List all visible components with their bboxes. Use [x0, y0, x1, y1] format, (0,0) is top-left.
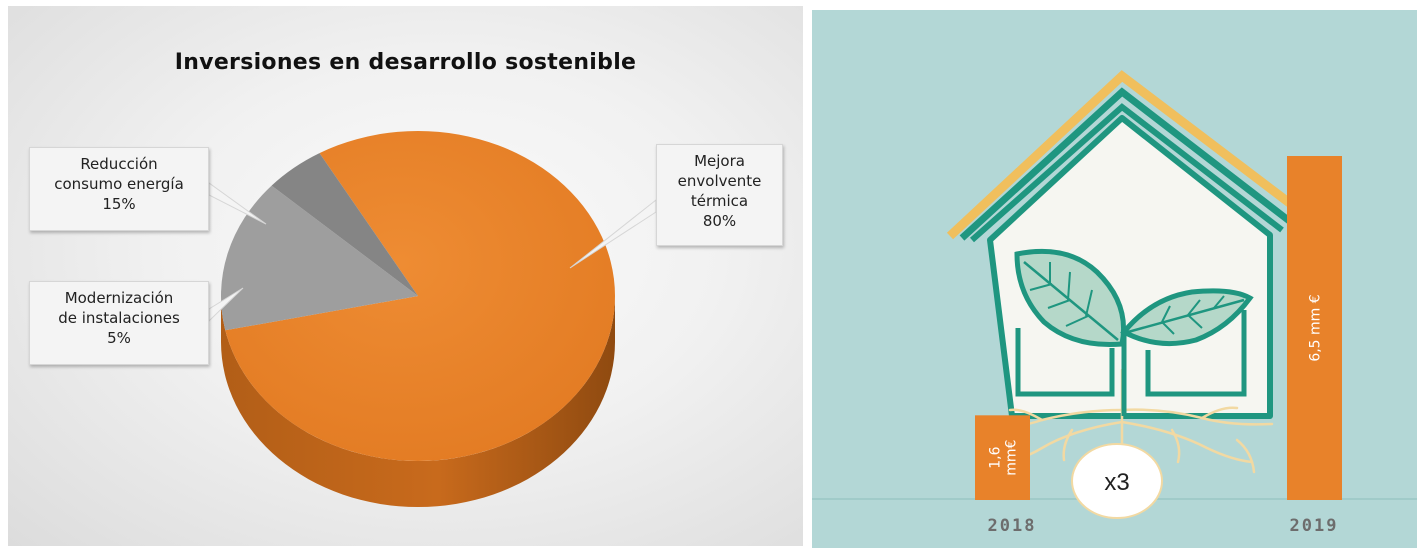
plant-box-right-icon — [1145, 310, 1247, 397]
pie-slice-modernizacion — [271, 153, 418, 296]
slice-label-line: Reducción — [80, 155, 158, 173]
investment-infographic-panel: 1,6mm€ 6,5 mm € x3 2018 2019 — [812, 10, 1417, 548]
bar-2019 — [1287, 156, 1342, 500]
x-tick-label-2019: 2019 — [1290, 516, 1339, 536]
pie-rim — [221, 296, 615, 507]
pie-slice-mejora-envolvente — [225, 130, 615, 461]
slice-percent: 5% — [107, 329, 131, 347]
bar-2018 — [975, 415, 1030, 500]
slice-label-modernizacion: Modernización de instalaciones 5% — [29, 281, 209, 365]
pie-chart-panel: Inversiones en desarrollo sostenible Mej… — [8, 6, 803, 546]
right-leaf-icon — [1120, 288, 1254, 347]
multiplier-badge: x3 — [1071, 443, 1163, 519]
slice-label-line: Modernización — [64, 289, 174, 307]
slice-label-line: consumo energía — [54, 175, 184, 193]
multiplier-text: x3 — [1104, 469, 1129, 496]
slice-label-line: envolvente — [677, 172, 762, 190]
slice-label-line: térmica — [690, 192, 749, 210]
bar-value-label-2019: 6,5 mm € — [1308, 294, 1324, 361]
house-roof-green-inner-icon — [970, 103, 1284, 243]
callout-pointer — [208, 287, 244, 323]
slice-label-mejora-envolvente: Mejora envolvente térmica 80% — [656, 144, 783, 246]
slice-label-line: Mejora — [694, 152, 745, 170]
slice-label-reduccion-consumo: Reducción consumo energía 15% — [29, 147, 209, 231]
house-roof-yellow-icon — [946, 70, 1307, 240]
slice-percent: 80% — [702, 212, 737, 230]
pie-chart — [208, 130, 657, 507]
x-tick-label-2018: 2018 — [988, 516, 1037, 536]
slice-label-line: de instalaciones — [58, 309, 180, 327]
house-roof-green-icon — [959, 87, 1295, 241]
chart-title: Inversiones en desarrollo sostenible — [174, 50, 637, 75]
pie-slice-reduccion-consumo — [220, 185, 418, 331]
investment-infographic: 1,6mm€ 6,5 mm € x3 2018 2019 — [812, 70, 1417, 536]
house-walls-icon — [987, 115, 1273, 419]
bar-value-label-2018: 1,6mm€ — [988, 440, 1020, 476]
left-leaf-icon — [1014, 248, 1127, 347]
callout-pointer — [208, 182, 267, 225]
slice-percent: 15% — [102, 195, 136, 213]
plant-box-icon — [1015, 328, 1115, 397]
